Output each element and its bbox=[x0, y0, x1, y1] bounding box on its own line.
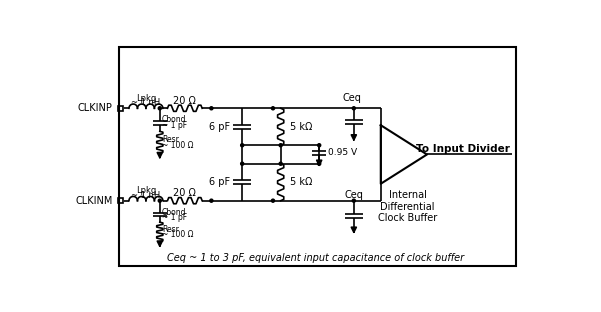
Circle shape bbox=[272, 199, 275, 202]
Text: Ceq ~ 1 to 3 pF, equivalent input capacitance of clock buffer: Ceq ~ 1 to 3 pF, equivalent input capaci… bbox=[166, 253, 464, 263]
Text: Ceq: Ceq bbox=[344, 189, 363, 199]
Text: 5 kΩ: 5 kΩ bbox=[290, 122, 313, 132]
Circle shape bbox=[279, 144, 282, 147]
Circle shape bbox=[352, 107, 355, 110]
Circle shape bbox=[158, 107, 161, 110]
Text: ~ 100 Ω: ~ 100 Ω bbox=[162, 141, 194, 150]
Text: CLKINM: CLKINM bbox=[76, 196, 113, 206]
Circle shape bbox=[158, 199, 161, 202]
Circle shape bbox=[318, 162, 321, 165]
Text: Lpkg: Lpkg bbox=[136, 94, 156, 103]
Circle shape bbox=[210, 199, 213, 202]
Text: ~ 1 nH: ~ 1 nH bbox=[131, 191, 160, 200]
Circle shape bbox=[240, 162, 244, 165]
Text: Internal
Differential
Clock Buffer: Internal Differential Clock Buffer bbox=[378, 190, 438, 223]
Bar bbox=[119, 47, 516, 266]
Text: CLKINP: CLKINP bbox=[78, 103, 113, 113]
Circle shape bbox=[240, 144, 244, 147]
Text: 20 Ω: 20 Ω bbox=[173, 95, 197, 105]
Text: Ceq: Ceq bbox=[343, 93, 362, 103]
Circle shape bbox=[318, 144, 321, 147]
Text: Cbond: Cbond bbox=[162, 208, 186, 217]
Text: 20 Ω: 20 Ω bbox=[173, 188, 197, 198]
Bar bbox=[118, 198, 123, 203]
Text: 6 pF: 6 pF bbox=[209, 177, 230, 187]
Text: ~ 100 Ω: ~ 100 Ω bbox=[162, 231, 194, 239]
Circle shape bbox=[210, 107, 213, 110]
Circle shape bbox=[272, 107, 275, 110]
Text: Resr: Resr bbox=[162, 135, 179, 144]
Circle shape bbox=[352, 199, 355, 202]
Circle shape bbox=[279, 162, 282, 165]
Text: Lpkg: Lpkg bbox=[136, 186, 156, 195]
Text: ~ 1 pF: ~ 1 pF bbox=[162, 121, 188, 130]
Text: Cbond: Cbond bbox=[162, 115, 186, 124]
Text: ~ 1 pF: ~ 1 pF bbox=[162, 213, 188, 222]
Text: Resr: Resr bbox=[162, 225, 179, 234]
Bar bbox=[118, 105, 123, 111]
Text: 0.95 V: 0.95 V bbox=[328, 149, 358, 158]
Text: 6 pF: 6 pF bbox=[209, 122, 230, 132]
Text: To Input Divider: To Input Divider bbox=[416, 144, 510, 154]
Text: ~ 1 nH: ~ 1 nH bbox=[131, 98, 160, 107]
Text: 5 kΩ: 5 kΩ bbox=[290, 177, 313, 187]
